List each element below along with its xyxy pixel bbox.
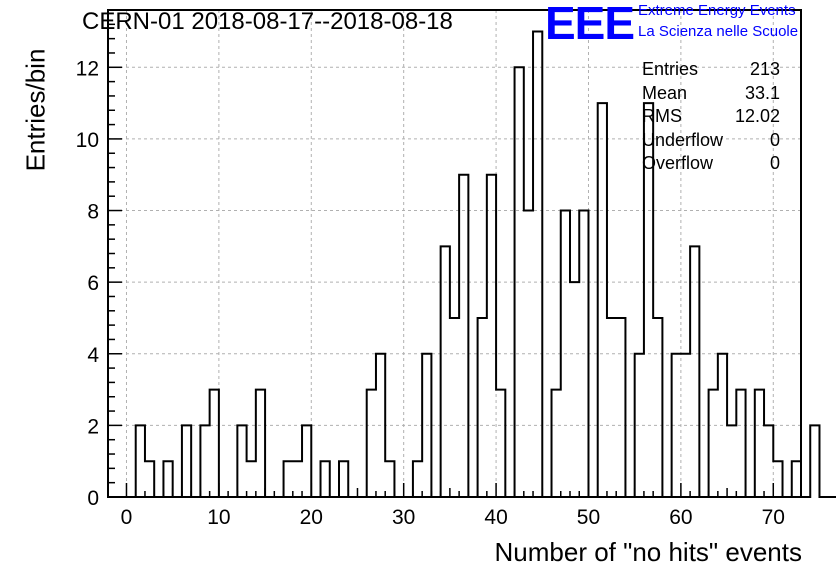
histogram-bin xyxy=(413,461,422,497)
histogram-bin xyxy=(441,246,450,497)
stat-label: Entries xyxy=(642,59,699,79)
histogram-bin xyxy=(385,461,394,497)
histogram-bin xyxy=(237,425,246,497)
x-tick-label: 20 xyxy=(300,506,323,529)
stat-row-mean: Mean 33.1 xyxy=(642,82,780,106)
histogram-bin xyxy=(736,390,745,497)
x-tick-label: 50 xyxy=(577,506,600,529)
histogram-bin xyxy=(321,461,330,497)
histogram-bin xyxy=(607,318,616,497)
histogram-bin xyxy=(293,461,302,497)
stat-row-rms: RMS 12.02 xyxy=(642,105,780,129)
histogram-bin xyxy=(616,318,625,497)
histogram-bin xyxy=(136,425,145,497)
histogram-bin xyxy=(773,461,782,497)
logo-line-1: Extreme Energy Events xyxy=(638,2,796,19)
y-tick-label: 0 xyxy=(87,487,99,510)
x-tick-label: 0 xyxy=(121,506,133,529)
histogram-bin xyxy=(792,461,801,497)
histogram-bin xyxy=(533,31,542,497)
stat-value: 12.02 xyxy=(734,106,780,126)
histogram-bin xyxy=(487,175,496,497)
histogram-bin xyxy=(478,318,487,497)
histogram-bin xyxy=(450,318,459,497)
histogram-bin xyxy=(200,425,209,497)
stats-box: Entries 213 Mean 33.1 RMS 12.02 Underflo… xyxy=(642,58,780,176)
stat-value: 213 xyxy=(749,59,780,79)
histogram-bin xyxy=(810,425,819,497)
stat-value: 33.1 xyxy=(744,82,780,103)
histogram-bin xyxy=(690,246,699,497)
histogram-bin xyxy=(163,461,172,497)
y-tick-label: 10 xyxy=(76,129,99,152)
eee-logo-mark: EEE xyxy=(545,0,635,49)
y-tick-label: 4 xyxy=(87,344,99,367)
x-tick-label: 70 xyxy=(762,506,785,529)
stat-row-entries: Entries 213 xyxy=(642,58,780,82)
histogram-bin xyxy=(727,425,736,497)
y-tick-label: 8 xyxy=(87,201,99,224)
histogram-bin xyxy=(145,461,154,497)
x-tick-label: 40 xyxy=(484,506,507,529)
histogram-bin xyxy=(302,425,311,497)
histogram-bin xyxy=(570,282,579,497)
histogram-bin xyxy=(339,461,348,497)
histogram-bin xyxy=(247,461,256,497)
stat-label: Mean xyxy=(642,82,688,103)
x-tick-label: 60 xyxy=(669,506,692,529)
stat-label: Underflow xyxy=(642,129,724,150)
histogram-bin xyxy=(496,390,505,497)
histogram-bin xyxy=(653,318,662,497)
y-tick-label: 12 xyxy=(76,57,99,80)
stat-row-underflow: Underflow 0 xyxy=(642,129,780,153)
chart-title: CERN-01 2018-08-17--2018-08-18 xyxy=(82,8,453,35)
y-tick-label: 6 xyxy=(87,272,99,295)
stat-label: RMS xyxy=(642,106,682,126)
histogram-bin xyxy=(552,390,561,497)
x-axis-label: Number of "no hits" events xyxy=(494,537,803,567)
histogram-bin xyxy=(256,390,265,497)
stat-value: 0 xyxy=(769,153,780,173)
x-tick-label: 30 xyxy=(392,506,415,529)
stat-row-overflow: Overflow 0 xyxy=(642,152,780,176)
x-tick-label: 10 xyxy=(207,506,230,529)
histogram-bin xyxy=(367,390,376,497)
histogram-bin xyxy=(284,461,293,497)
y-tick-label: 2 xyxy=(87,415,99,438)
histogram-bin xyxy=(459,175,468,497)
histogram-bin xyxy=(182,425,191,497)
histogram-bin xyxy=(210,390,219,497)
stat-value: 0 xyxy=(769,129,780,150)
stat-label: Overflow xyxy=(642,153,714,173)
logo-line-2: La Scienza nelle Scuole xyxy=(638,23,799,40)
y-axis-label: Entries/bin xyxy=(20,48,51,172)
histogram-bin xyxy=(764,425,773,497)
histogram-bin xyxy=(598,103,607,497)
histogram-bin xyxy=(709,390,718,497)
histogram-bin xyxy=(755,390,764,497)
